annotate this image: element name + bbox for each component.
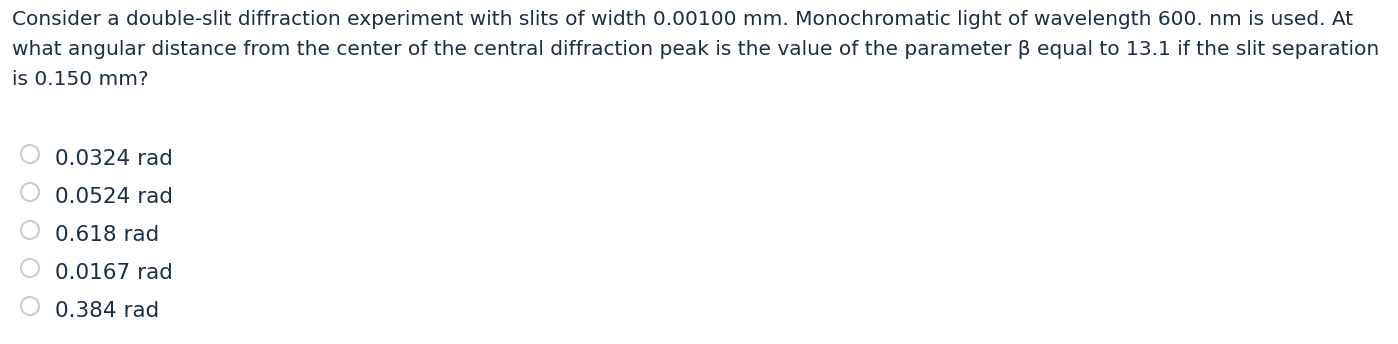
Text: Consider a double-slit diffraction experiment with slits of width 0.00100 mm. Mo: Consider a double-slit diffraction exper… (13, 10, 1353, 29)
Text: 0.618 rad: 0.618 rad (55, 225, 159, 245)
Text: is 0.150 mm?: is 0.150 mm? (13, 70, 148, 89)
Text: 0.0167 rad: 0.0167 rad (55, 263, 173, 283)
Text: 0.0324 rad: 0.0324 rad (55, 149, 173, 169)
Text: 0.0524 rad: 0.0524 rad (55, 187, 173, 207)
Text: 0.384 rad: 0.384 rad (55, 301, 159, 321)
Text: what angular distance from the center of the central diffraction peak is the val: what angular distance from the center of… (13, 40, 1380, 59)
